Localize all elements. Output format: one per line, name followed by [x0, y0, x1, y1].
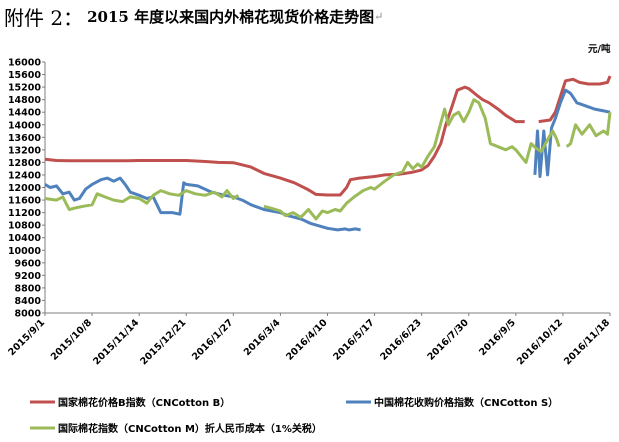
x-tick-label: 2015/9/1: [6, 317, 47, 358]
y-tick-label: 9600: [15, 258, 42, 269]
y-tick-label: 12400: [8, 170, 41, 181]
y-tick-label: 10800: [8, 221, 41, 232]
x-tick-label: 2016/10/12: [515, 317, 565, 367]
y-tick-label: 15600: [8, 70, 41, 81]
y-tick-label: 13200: [8, 145, 41, 156]
series-line-2: [44, 98, 612, 221]
legend-entry-2: 国际棉花指数（CNCotton M）折人民币成本（1%关税）: [58, 422, 322, 435]
x-tick-label: 2016/3/4: [242, 317, 283, 358]
y-tick-label: 12000: [8, 183, 41, 194]
x-tick-label: 2016/4/10: [284, 317, 330, 363]
x-tick-label: 2015/11/14: [91, 317, 141, 367]
y-tick-label: 10000: [8, 246, 41, 257]
x-tick-label: 2016/5/17: [331, 317, 376, 362]
unit-label: 元/吨: [588, 43, 611, 55]
x-tick-label: 2016/11/18: [562, 317, 612, 367]
series-lines: [44, 75, 612, 232]
x-tick-label: 2015/10/8: [49, 317, 95, 363]
y-tick-label: 10400: [8, 233, 41, 244]
page-heading: 附件 2： 2015 年度以来国内外棉花现货价格走势图↵: [4, 2, 383, 34]
x-tick-label: 2016/7/30: [425, 317, 471, 363]
y-tick-label: 15200: [8, 83, 41, 94]
y-tick-label: 8000: [15, 309, 42, 320]
x-tick-label: 2016/1/27: [190, 317, 235, 362]
y-tick-label: 16000: [8, 58, 41, 69]
y-tick-label: 13600: [8, 133, 41, 144]
y-tick-label: 12800: [8, 158, 41, 169]
y-tick-label: 14400: [8, 108, 41, 119]
chart-title: 2015 年度以来国内外棉花现货价格走势图: [87, 8, 375, 26]
y-tick-label: 8400: [15, 296, 42, 307]
y-tick-label: 11200: [8, 208, 41, 219]
x-tick-label: 2015/12/21: [138, 317, 188, 367]
x-tick-label: 2016/9/5: [477, 317, 518, 358]
legend: 国家棉花价格B指数（CNCotton B） 中国棉花收购价格指数（CNCotton…: [30, 396, 558, 435]
x-tick-label: 2016/6/23: [378, 317, 423, 362]
y-tick-label: 8800: [15, 283, 42, 294]
y-tick-label: 9200: [15, 271, 42, 282]
legend-entry-1: 中国棉花收购价格指数（CNCotton S）: [374, 396, 558, 409]
heading-lead: 附件 2：: [4, 6, 84, 30]
legend-entry-0: 国家棉花价格B指数（CNCotton B）: [58, 396, 230, 409]
series-line-0: [44, 75, 612, 197]
paragraph-mark: ↵: [374, 10, 384, 23]
chart-axes: [42, 61, 611, 316]
series-line-1: [44, 88, 611, 232]
y-tick-label: 11600: [8, 196, 41, 207]
y-tick-label: 14000: [8, 120, 41, 131]
y-tick-label: 14800: [8, 95, 41, 106]
